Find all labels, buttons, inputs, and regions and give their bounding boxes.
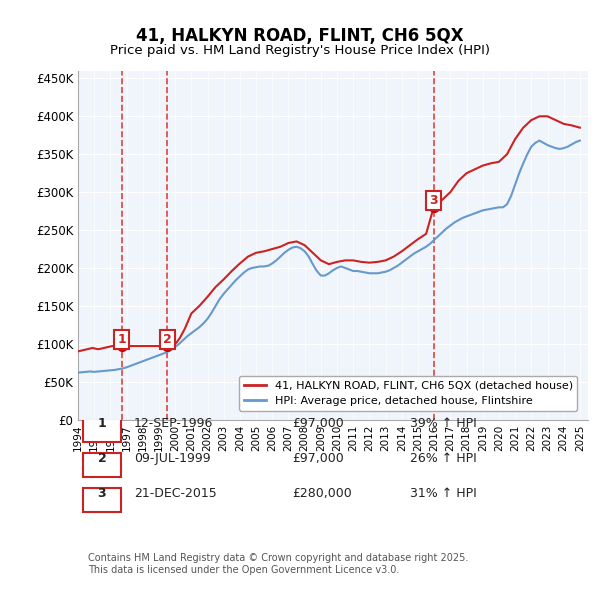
Text: 1: 1 xyxy=(118,333,126,346)
Text: 1: 1 xyxy=(98,417,106,430)
Text: 09-JUL-1999: 09-JUL-1999 xyxy=(134,452,211,465)
Text: 12-SEP-1996: 12-SEP-1996 xyxy=(134,417,214,430)
Text: £97,000: £97,000 xyxy=(292,417,344,430)
Text: 2: 2 xyxy=(163,333,172,346)
Text: 3: 3 xyxy=(98,487,106,500)
Legend: 41, HALKYN ROAD, FLINT, CH6 5QX (detached house), HPI: Average price, detached h: 41, HALKYN ROAD, FLINT, CH6 5QX (detache… xyxy=(239,376,577,411)
Text: £97,000: £97,000 xyxy=(292,452,344,465)
Text: 26% ↑ HPI: 26% ↑ HPI xyxy=(409,452,476,465)
Text: 2: 2 xyxy=(98,452,106,465)
Text: 39% ↑ HPI: 39% ↑ HPI xyxy=(409,417,476,430)
FancyBboxPatch shape xyxy=(83,453,121,477)
FancyBboxPatch shape xyxy=(83,488,121,512)
Text: 3: 3 xyxy=(430,194,438,207)
Text: Price paid vs. HM Land Registry's House Price Index (HPI): Price paid vs. HM Land Registry's House … xyxy=(110,44,490,57)
Text: Contains HM Land Registry data © Crown copyright and database right 2025.
This d: Contains HM Land Registry data © Crown c… xyxy=(88,553,469,575)
FancyBboxPatch shape xyxy=(83,418,121,442)
Text: 31% ↑ HPI: 31% ↑ HPI xyxy=(409,487,476,500)
Text: 21-DEC-2015: 21-DEC-2015 xyxy=(134,487,217,500)
Text: 41, HALKYN ROAD, FLINT, CH6 5QX: 41, HALKYN ROAD, FLINT, CH6 5QX xyxy=(136,27,464,45)
Text: £280,000: £280,000 xyxy=(292,487,352,500)
